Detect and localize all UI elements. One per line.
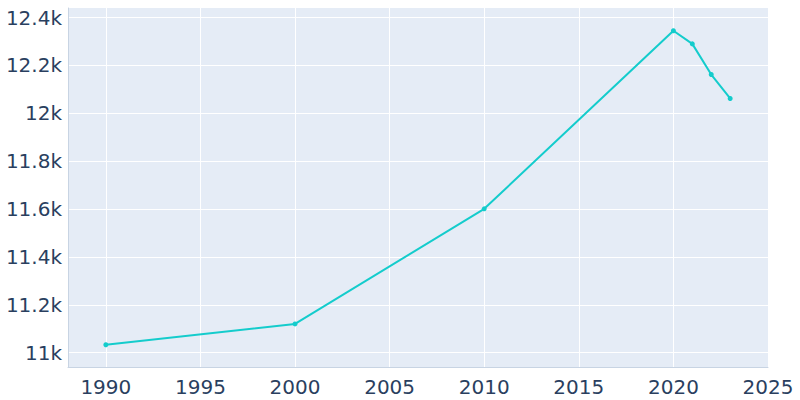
- svg-text:2020: 2020: [648, 375, 699, 399]
- svg-text:2010: 2010: [459, 375, 510, 399]
- svg-text:11k: 11k: [25, 341, 62, 365]
- svg-text:11.8k: 11.8k: [6, 149, 63, 173]
- svg-text:12k: 12k: [25, 101, 62, 125]
- svg-text:12.4k: 12.4k: [6, 6, 63, 30]
- svg-text:2025: 2025: [743, 375, 794, 399]
- svg-text:2000: 2000: [270, 375, 321, 399]
- svg-text:2015: 2015: [553, 375, 604, 399]
- svg-text:11.6k: 11.6k: [6, 197, 63, 221]
- svg-text:2005: 2005: [364, 375, 415, 399]
- svg-text:11.4k: 11.4k: [6, 245, 63, 269]
- svg-text:12.2k: 12.2k: [6, 53, 63, 77]
- svg-text:1995: 1995: [175, 375, 226, 399]
- svg-text:1990: 1990: [80, 375, 131, 399]
- svg-text:11.2k: 11.2k: [6, 293, 63, 317]
